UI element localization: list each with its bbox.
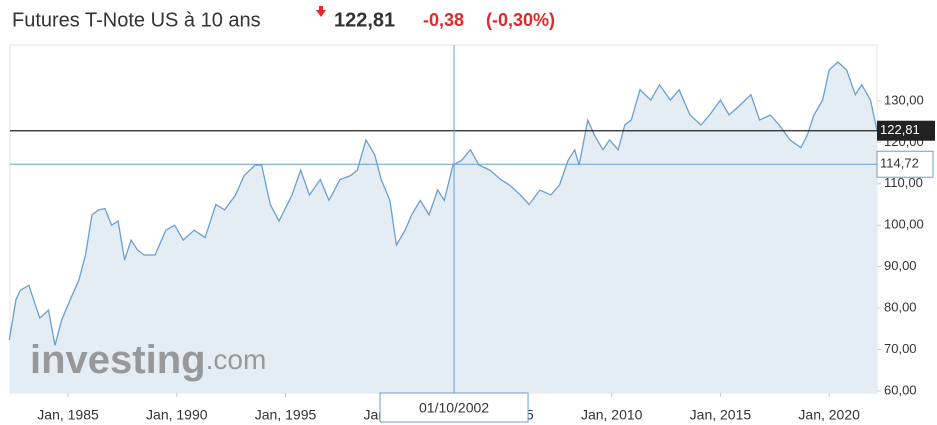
x-tick-label: Jan, 1990	[146, 407, 208, 423]
y-tick-label: 110,00	[884, 175, 923, 190]
price: 122,81	[334, 9, 395, 31]
y-tick-label: 80,00	[884, 300, 917, 315]
x-tick-label: Jan, 1985	[37, 407, 99, 423]
watermark: investing.com	[30, 338, 266, 382]
x-tick-label: Jan, 2020	[798, 407, 860, 423]
y-tick-label: 100,00	[884, 217, 924, 232]
x-tick-label: Jan, 1995	[255, 407, 317, 423]
price-label-box	[877, 120, 935, 141]
y-tick-label: 60,00	[884, 382, 917, 397]
title: Futures T-Note US à 10 ans	[12, 9, 261, 31]
y-tick-label: 90,00	[884, 258, 917, 273]
area	[9, 62, 878, 393]
y-tick-label: 130,00	[884, 92, 924, 107]
price-label: 122,81	[880, 122, 920, 137]
crosshair-x-box	[379, 392, 529, 423]
down-arrow	[316, 6, 326, 17]
crosshair-x-label: 01/10/2002	[419, 400, 489, 416]
crosshair-y-box	[876, 150, 934, 178]
watermark-brand: investing	[30, 338, 206, 382]
change: -0,38	[423, 10, 464, 30]
crosshair-y-label: 114,72	[880, 156, 919, 171]
line	[8, 61, 878, 346]
x-tick-label: Jan, 2015	[690, 407, 752, 423]
change-pct: (-0,30%)	[486, 10, 555, 30]
watermark-suffix: .com	[206, 344, 267, 375]
y-tick-label: 70,00	[884, 341, 917, 356]
x-tick-label: Jan, 2010	[581, 407, 643, 423]
